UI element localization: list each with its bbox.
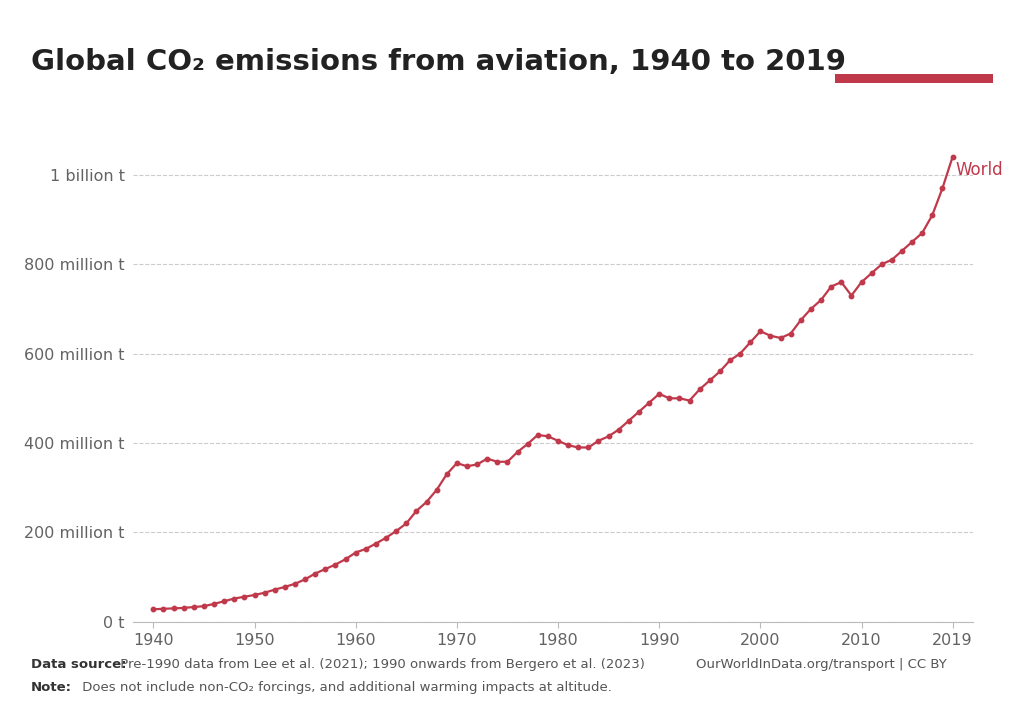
Text: Note:: Note:: [31, 681, 72, 694]
Text: Does not include non-CO₂ forcings, and additional warming impacts at altitude.: Does not include non-CO₂ forcings, and a…: [78, 681, 611, 694]
Text: Pre-1990 data from Lee et al. (2021); 1990 onwards from Bergero et al. (2023): Pre-1990 data from Lee et al. (2021); 19…: [116, 658, 644, 671]
Text: in Data: in Data: [886, 51, 942, 65]
Bar: [835, 74, 993, 83]
Text: Data source:: Data source:: [31, 658, 126, 671]
Text: World: World: [955, 161, 1004, 179]
Text: Global CO₂ emissions from aviation, 1940 to 2019: Global CO₂ emissions from aviation, 1940…: [31, 48, 846, 76]
Text: Our World: Our World: [874, 30, 953, 43]
Text: OurWorldInData.org/transport | CC BY: OurWorldInData.org/transport | CC BY: [696, 658, 947, 671]
